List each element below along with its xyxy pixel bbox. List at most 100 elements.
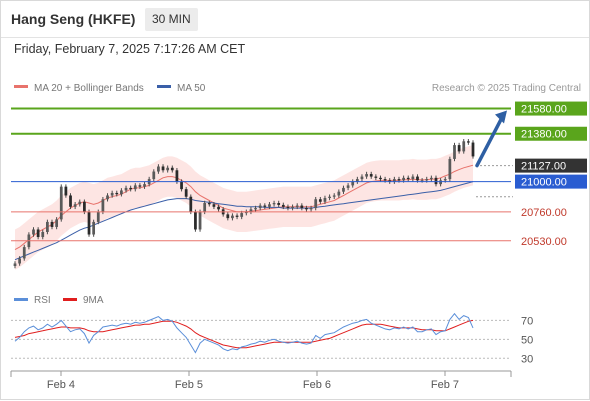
candle-body	[429, 177, 433, 180]
level-tag-pivot	[515, 174, 587, 189]
candle-body	[466, 141, 470, 143]
ma50-legend-swatch	[157, 85, 171, 88]
candle-body	[64, 186, 68, 196]
header-bar: Hang Seng (HKFE) 30 MIN	[1, 1, 589, 38]
forecast-arrow-head	[495, 110, 507, 124]
candle-body	[337, 191, 341, 196]
level-tag-resistance	[515, 126, 587, 141]
candle-body	[115, 192, 119, 195]
candle-body	[46, 221, 49, 232]
candle-body	[383, 179, 387, 181]
candle-body	[133, 185, 137, 190]
candle-body	[291, 206, 294, 209]
candle-body	[342, 187, 345, 192]
candle-body	[258, 205, 262, 209]
last-price-label: 21127.00	[521, 161, 566, 173]
candle-body	[406, 177, 410, 180]
ma20-legend-label: MA 20 + Bollinger Bands	[34, 83, 144, 94]
timeframe-button[interactable]: 30 MIN	[145, 8, 198, 31]
candle-body	[416, 176, 419, 181]
candle-body	[453, 145, 456, 159]
level-label-pivot: 21000.00	[521, 177, 567, 189]
candle-body	[388, 180, 392, 182]
plot-area	[13, 139, 475, 270]
candle-body	[277, 203, 281, 205]
candle-body	[323, 197, 327, 202]
candle-body	[138, 185, 142, 187]
candle-body	[346, 185, 350, 188]
candle-body	[59, 186, 63, 220]
level-lines: 21580.00 21380.00 21000.00 20760.00 20530.00…	[11, 101, 587, 248]
rsi-ma-legend-swatch	[63, 298, 77, 301]
level-tag-resistance	[515, 101, 587, 116]
instrument-title: Hang Seng (HKFE)	[11, 11, 136, 27]
candle-body	[332, 195, 336, 197]
x-tick-label: Feb 7	[431, 379, 459, 391]
candle-body	[36, 229, 40, 238]
candle-body	[439, 180, 442, 185]
candle-body	[231, 215, 234, 219]
candle-body	[448, 158, 452, 180]
candle-body	[143, 184, 146, 187]
level-label-resistance: 21380.00	[521, 129, 567, 141]
candle-body	[434, 177, 438, 185]
candle-body	[170, 167, 174, 171]
candle-body	[110, 192, 114, 196]
candle-body	[50, 221, 54, 227]
x-axis: Feb 4 Feb 5 Feb 6 Feb 7	[10, 371, 512, 391]
candle-body	[420, 180, 424, 182]
candle-body	[374, 176, 378, 178]
rsi-tick-label: 30	[521, 353, 533, 365]
candle-body	[226, 214, 230, 219]
last-price-tag	[515, 158, 587, 173]
candle-body	[203, 203, 207, 212]
candle-body	[281, 204, 285, 207]
candle-body	[120, 190, 123, 195]
candle-body	[268, 204, 271, 207]
forecast-arrow-shaft	[475, 115, 504, 168]
candle-body	[73, 204, 77, 207]
candle-body	[184, 189, 188, 197]
candle-body	[328, 196, 331, 198]
candle-body	[462, 141, 466, 152]
candle-body	[87, 211, 91, 235]
candle-body	[272, 203, 276, 205]
candle-body	[392, 179, 396, 182]
candle-body	[300, 205, 304, 209]
candle-body	[443, 179, 447, 181]
level-label-support: 20530.00	[521, 236, 567, 248]
candle-body	[411, 176, 415, 180]
candle-body	[69, 195, 72, 207]
candle-body	[198, 211, 202, 230]
rsi-legend-label: RSI	[34, 295, 51, 306]
level-label-support: 20760.00	[521, 207, 567, 219]
candle-body	[217, 206, 220, 210]
candle-body	[157, 166, 160, 172]
candle-body	[101, 199, 105, 212]
rsi-tick-label: 70	[521, 315, 533, 327]
candle-body	[365, 174, 368, 177]
rsi-ma-line	[14, 319, 474, 349]
candle-body	[360, 176, 364, 180]
candle-body	[425, 179, 429, 181]
candle-body	[240, 213, 244, 217]
ma50-legend-label: MA 50	[177, 83, 206, 94]
candle-body	[286, 206, 290, 209]
candle-body	[175, 170, 179, 182]
candle-body	[189, 196, 193, 212]
candle-body	[471, 142, 475, 157]
candle-body	[379, 177, 382, 180]
candle-body	[457, 145, 461, 152]
candle-body	[106, 195, 109, 200]
candle-body	[351, 181, 355, 186]
candle-body	[235, 215, 239, 217]
rsi-tick-label: 50	[521, 334, 533, 346]
timestamp: Friday, February 7, 2025 7:17:26 AM CET	[14, 42, 246, 56]
candle-body	[295, 205, 299, 207]
candle-body	[55, 219, 59, 227]
candle-body	[166, 167, 170, 171]
candle-body	[314, 199, 318, 209]
candle-body	[402, 177, 405, 181]
